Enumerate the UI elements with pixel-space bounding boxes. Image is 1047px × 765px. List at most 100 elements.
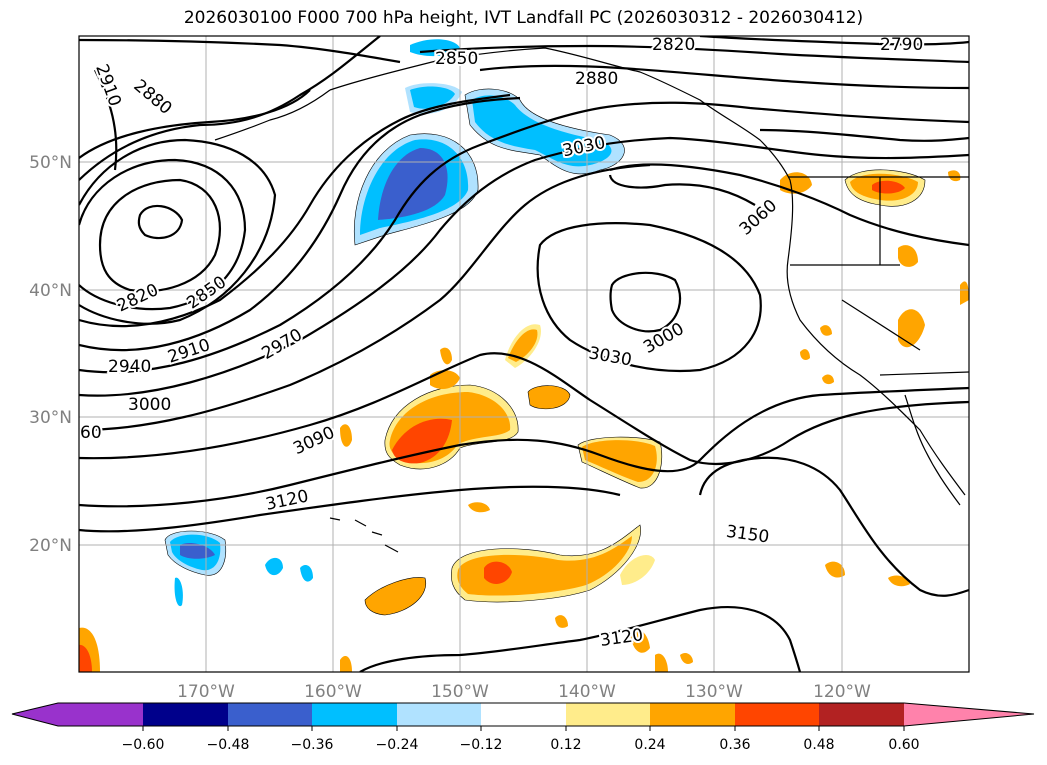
positive-ivt-region — [960, 281, 969, 305]
contour-line — [608, 174, 756, 206]
colorbar-segment — [481, 703, 566, 726]
positive-ivt-region — [527, 385, 571, 410]
positive-ivt-region — [468, 502, 490, 513]
contour-line — [79, 158, 247, 311]
positive-ivt-region — [392, 418, 452, 464]
colorbar-tick-label: −0.48 — [207, 737, 250, 753]
contour-line — [699, 36, 969, 46]
contour-line — [137, 204, 184, 240]
negative-ivt-region — [300, 565, 313, 582]
positive-ivt-region — [364, 577, 427, 616]
positive-ivt-region — [822, 374, 834, 385]
colorbar-tick-label: 0.48 — [803, 737, 834, 753]
contour-line — [79, 352, 969, 466]
positive-ivt-region — [340, 424, 352, 447]
colorbar-ticks — [142, 726, 905, 731]
contour-line — [94, 69, 118, 171]
colorbar-extend-low — [12, 703, 58, 726]
contour-line — [79, 96, 521, 352]
positive-ivt-region — [440, 347, 452, 365]
colorbar-tick-label: −0.60 — [122, 737, 165, 753]
negative-ivt-region — [265, 557, 283, 576]
longitude-label: 170°W — [177, 682, 235, 702]
contour-label: 2790 — [880, 35, 923, 55]
latitude-labels: 50°N 40°N 30°N 20°N — [29, 153, 72, 556]
colorbar-tick-label: 0.60 — [888, 737, 919, 753]
contour-line — [79, 93, 511, 328]
colorbar-segment — [312, 703, 397, 726]
positive-ivt-region — [820, 325, 832, 336]
contour-line — [419, 44, 969, 64]
positive-ivt-region — [340, 656, 352, 672]
contour-line — [609, 271, 682, 333]
contour-label: 60 — [80, 423, 102, 443]
mexico-border — [879, 371, 969, 376]
contour-line — [479, 64, 969, 90]
contour-line — [98, 178, 222, 293]
positive-ivt-region — [630, 629, 650, 653]
colorbar-segment — [228, 703, 312, 726]
contour-line — [609, 163, 969, 247]
colorbar-segment — [566, 703, 650, 726]
negative-ivt-region — [410, 86, 455, 109]
positive-ivt-region — [555, 615, 568, 628]
contour-label: 2880 — [575, 69, 618, 89]
colorbar-extend-high — [904, 703, 1034, 726]
colorbar-segment — [58, 703, 143, 726]
height-contours — [79, 36, 969, 672]
state-border — [841, 299, 921, 351]
contour-line — [536, 222, 762, 373]
contour-line — [79, 386, 969, 508]
colorbar-segment — [819, 703, 904, 726]
coastlines — [214, 47, 969, 553]
contour-label: 2820 — [652, 35, 695, 55]
positive-ivt-region — [620, 555, 655, 585]
longitude-label: 130°W — [685, 682, 743, 702]
contour-line — [79, 38, 401, 64]
positive-ivt-region — [898, 245, 918, 267]
latitude-label: 30°N — [29, 408, 72, 428]
colorbar-tick-label: −0.36 — [291, 737, 334, 753]
longitude-label: 120°W — [813, 682, 871, 702]
contour-line — [79, 136, 969, 397]
colorbar-tick-label: 0.36 — [719, 737, 750, 753]
colorbar-labels: −0.60 −0.48 −0.36 −0.24 −0.12 0.12 0.24 … — [122, 737, 920, 753]
positive-ivt-region — [79, 644, 92, 672]
contour-line — [79, 485, 621, 533]
alaska-coast — [214, 89, 331, 141]
positive-ivt-region — [948, 170, 961, 182]
colorbar-outline — [11, 702, 1035, 727]
latitude-label: 20°N — [29, 536, 72, 556]
map-frame — [78, 35, 970, 673]
longitude-label: 150°W — [431, 682, 489, 702]
longitude-label: 140°W — [558, 682, 616, 702]
contour-line — [759, 128, 969, 142]
colorbar-tick-label: −0.12 — [460, 737, 503, 753]
positive-ivt-region — [680, 652, 693, 664]
contour-label: 3000 — [128, 395, 171, 415]
colorbar-segment — [397, 703, 481, 726]
baja-california-coast — [904, 394, 961, 506]
contour-label: 2940 — [108, 357, 151, 377]
positive-ivt-region — [825, 561, 845, 578]
colorbar-segment — [650, 703, 735, 726]
contour-line — [79, 89, 311, 159]
contour-label: 2850 — [435, 49, 478, 69]
longitude-labels: 170°W 160°W 150°W 140°W 130°W 120°W — [177, 682, 871, 702]
positive-ivt-region — [655, 653, 668, 672]
colorbar-segment — [143, 703, 228, 726]
colorbar-segment — [735, 703, 819, 726]
latitude-label: 50°N — [29, 153, 72, 173]
colorbar-tick-label: 0.12 — [550, 737, 581, 753]
colorbar-tick-label: 0.24 — [634, 737, 665, 753]
contour-line — [79, 36, 381, 181]
colorbar: −0.60 −0.48 −0.36 −0.24 −0.12 0.12 0.24 … — [11, 702, 1035, 753]
negative-ivt-region — [378, 148, 448, 220]
positive-ivt-region — [898, 309, 925, 348]
contour-line — [359, 606, 802, 672]
positive-ivt-region — [484, 561, 512, 584]
contour-line — [79, 163, 651, 432]
north-america-coast — [329, 47, 966, 496]
colorbar-tick-label: −0.24 — [376, 737, 419, 753]
